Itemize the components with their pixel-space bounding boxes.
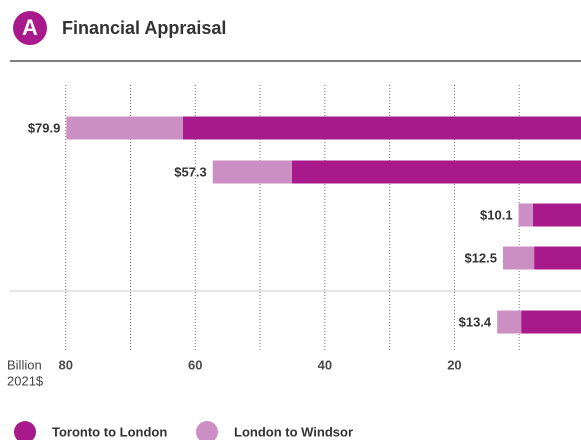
axis-label: 2021$ bbox=[7, 373, 44, 388]
total-label: $10.1 bbox=[480, 207, 513, 222]
bar-segment bbox=[66, 116, 183, 140]
legend-swatch bbox=[14, 421, 36, 440]
x-tick-label: 60 bbox=[188, 357, 202, 372]
axis-label: Billion bbox=[7, 357, 42, 372]
total-label: $13.4 bbox=[459, 314, 492, 329]
total-label: $12.5 bbox=[464, 250, 497, 265]
bar-segment bbox=[212, 160, 292, 184]
bar-segment bbox=[503, 246, 535, 270]
bar-segment bbox=[521, 310, 581, 334]
x-tick-label: 80 bbox=[58, 357, 72, 372]
total-label: $57.3 bbox=[174, 164, 207, 179]
bar-segment bbox=[182, 116, 581, 140]
legend-swatch bbox=[196, 421, 218, 440]
bar-segment bbox=[518, 203, 533, 227]
badge-letter: A bbox=[22, 15, 38, 40]
x-tick-label: 40 bbox=[318, 357, 332, 372]
chart-title: Financial Appraisal bbox=[62, 18, 226, 38]
legend-label: London to Windsor bbox=[234, 424, 353, 439]
badge-circle bbox=[13, 11, 47, 45]
bar-segment bbox=[532, 203, 581, 227]
bar-segment bbox=[291, 160, 581, 184]
bar-segment bbox=[497, 310, 522, 334]
legend-label: Toronto to London bbox=[52, 424, 167, 439]
x-tick-label: 20 bbox=[447, 357, 461, 372]
bar-segment bbox=[534, 246, 581, 270]
total-label: $79.9 bbox=[28, 120, 61, 135]
